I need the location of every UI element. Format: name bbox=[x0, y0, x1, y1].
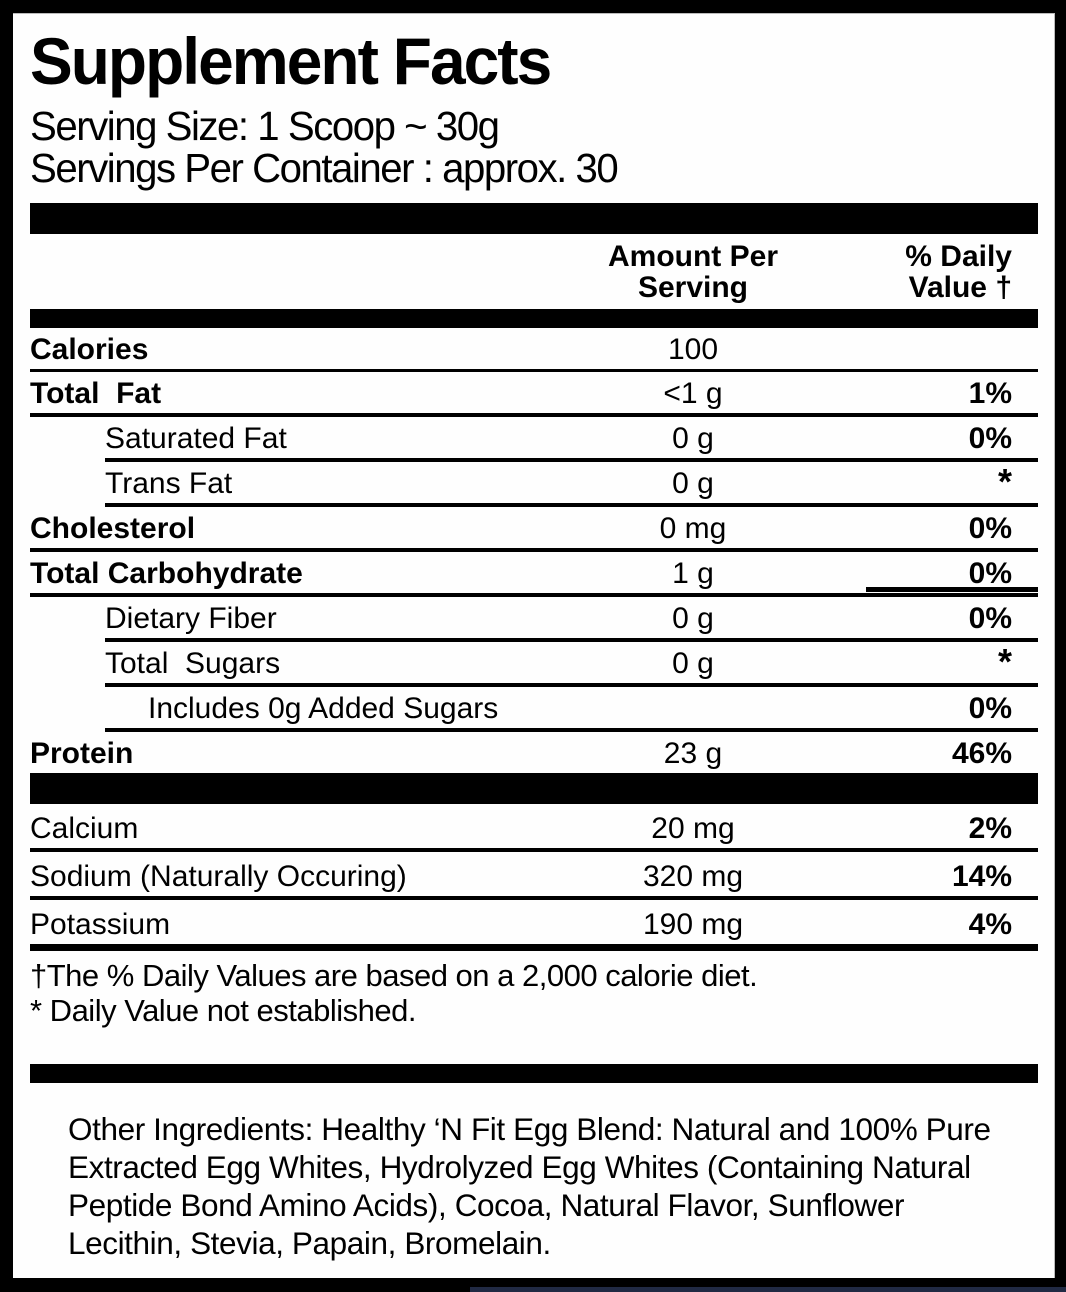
footnote-daily-value: †The % Daily Values are based on a 2,000… bbox=[30, 958, 758, 993]
nutrient-amount: 23 g bbox=[663, 737, 723, 770]
supplement-facts-panel: Supplement Facts Serving Size: 1 Scoop ~… bbox=[13, 13, 1055, 1278]
panel-title: Supplement Facts bbox=[30, 24, 552, 98]
nutrient-name: Total Sugars bbox=[105, 647, 281, 680]
column-header-daily-value: % Daily Value † bbox=[858, 241, 1038, 303]
separator bbox=[30, 548, 1038, 552]
nutrient-dv-asterisk: * bbox=[997, 461, 1012, 502]
row-added-sugars: Includes 0g Added Sugars 0% bbox=[30, 687, 1038, 728]
divider-bar-headers bbox=[30, 309, 1038, 328]
footnotes: †The % Daily Values are based on a 2,000… bbox=[30, 958, 1038, 1028]
nutrient-name: Calcium bbox=[30, 812, 139, 845]
footnote-not-established: * Daily Value not established. bbox=[30, 993, 416, 1028]
nutrient-dv: 1% bbox=[968, 377, 1012, 410]
row-total-sugars: Total Sugars 0 g * bbox=[30, 642, 1038, 683]
nutrient-dv: 0% bbox=[968, 602, 1012, 635]
row-sodium: Sodium (Naturally Occuring) 320 mg 14% bbox=[30, 852, 1038, 896]
divider-bar-top bbox=[30, 203, 1038, 234]
nutrient-amount: 1 g bbox=[672, 557, 714, 590]
nutrient-amount: 320 mg bbox=[642, 860, 744, 893]
separator-carbohydrate bbox=[30, 587, 1038, 597]
divider-bar-bottom bbox=[30, 1064, 1038, 1083]
separator-indented bbox=[30, 728, 1038, 732]
column-headers: Amount Per Serving % Daily Value † bbox=[30, 234, 1038, 309]
other-ingredients: Other Ingredients: Healthy ‘N Fit Egg Bl… bbox=[68, 1111, 991, 1261]
nutrient-dv: 0% bbox=[968, 422, 1012, 455]
row-calcium: Calcium 20 mg 2% bbox=[30, 804, 1038, 848]
nutrient-name: Dietary Fiber bbox=[105, 602, 277, 635]
separator bbox=[30, 369, 1038, 372]
separator bbox=[30, 896, 1038, 900]
nutrient-amount: 100 bbox=[667, 333, 719, 366]
nutrient-amount: 190 mg bbox=[642, 908, 744, 941]
nutrient-name: Total Carbohydrate bbox=[30, 557, 303, 590]
row-total-fat: Total Fat <1 g 1% bbox=[30, 372, 1038, 413]
nutrient-amount: 20 mg bbox=[651, 812, 735, 845]
nutrient-name: Saturated Fat bbox=[105, 422, 287, 455]
row-total-carbohydrate: Total Carbohydrate 1 g 0% bbox=[30, 552, 1038, 593]
nutrient-dv: 46% bbox=[951, 737, 1012, 770]
servings-per-container: Servings Per Container : approx. 30 bbox=[30, 145, 619, 191]
separator-indented bbox=[30, 638, 1038, 642]
nutrient-name: Includes 0g Added Sugars bbox=[148, 692, 499, 725]
column-header-spacer bbox=[30, 241, 528, 303]
nutrient-dv: 0% bbox=[968, 557, 1012, 590]
nutrient-name: Potassium bbox=[30, 908, 171, 941]
row-cholesterol: Cholesterol 0 mg 0% bbox=[30, 507, 1038, 548]
nutrient-dv: 4% bbox=[968, 908, 1012, 941]
separator-thick bbox=[30, 944, 1038, 951]
nutrient-dv: 14% bbox=[951, 860, 1012, 893]
nutrient-amount: 0 mg bbox=[659, 512, 727, 545]
row-dietary-fiber: Dietary Fiber 0 g 0% bbox=[30, 597, 1038, 638]
amount-header-line1: Amount Per bbox=[607, 240, 778, 273]
separator bbox=[30, 848, 1038, 852]
row-saturated-fat: Saturated Fat 0 g 0% bbox=[30, 417, 1038, 458]
nutrient-amount: 0 g bbox=[672, 647, 714, 680]
nutrient-dv: 2% bbox=[968, 812, 1012, 845]
nutrient-dv: 0% bbox=[968, 692, 1012, 725]
amount-header-line2: Serving bbox=[637, 271, 749, 304]
separator-indented bbox=[30, 683, 1038, 687]
separator-indented bbox=[30, 458, 1038, 462]
row-trans-fat: Trans Fat 0 g * bbox=[30, 462, 1038, 503]
divider-bar-minerals bbox=[30, 773, 1038, 804]
nutrient-amount: 0 g bbox=[672, 467, 714, 500]
nutrient-amount: <1 g bbox=[663, 377, 723, 410]
nutrient-amount: 0 g bbox=[672, 422, 714, 455]
nutrient-name: Calories bbox=[30, 333, 149, 366]
separator bbox=[30, 413, 1038, 417]
nutrient-name: Trans Fat bbox=[105, 467, 233, 500]
nutrient-name: Sodium (Naturally Occuring) bbox=[30, 860, 407, 893]
nutrient-name: Protein bbox=[30, 737, 134, 770]
nutrient-name: Cholesterol bbox=[30, 512, 196, 545]
row-calories: Calories 100 bbox=[30, 328, 1038, 369]
serving-size: Serving Size: 1 Scoop ~ 30g bbox=[30, 103, 500, 149]
separator-indented bbox=[30, 503, 1038, 507]
nutrient-dv-asterisk: * bbox=[997, 641, 1012, 682]
dv-header-line2: Value † bbox=[908, 271, 1012, 304]
row-protein: Protein 23 g 46% bbox=[30, 732, 1038, 773]
dv-header-line1: % Daily bbox=[905, 240, 1012, 273]
nutrient-name: Total Fat bbox=[30, 377, 162, 410]
row-potassium: Potassium 190 mg 4% bbox=[30, 900, 1038, 944]
nutrient-amount: 0 g bbox=[672, 602, 714, 635]
nutrient-dv: 0% bbox=[968, 512, 1012, 545]
column-header-amount: Amount Per Serving bbox=[528, 241, 858, 303]
bottom-scan-strip bbox=[470, 1287, 1066, 1292]
